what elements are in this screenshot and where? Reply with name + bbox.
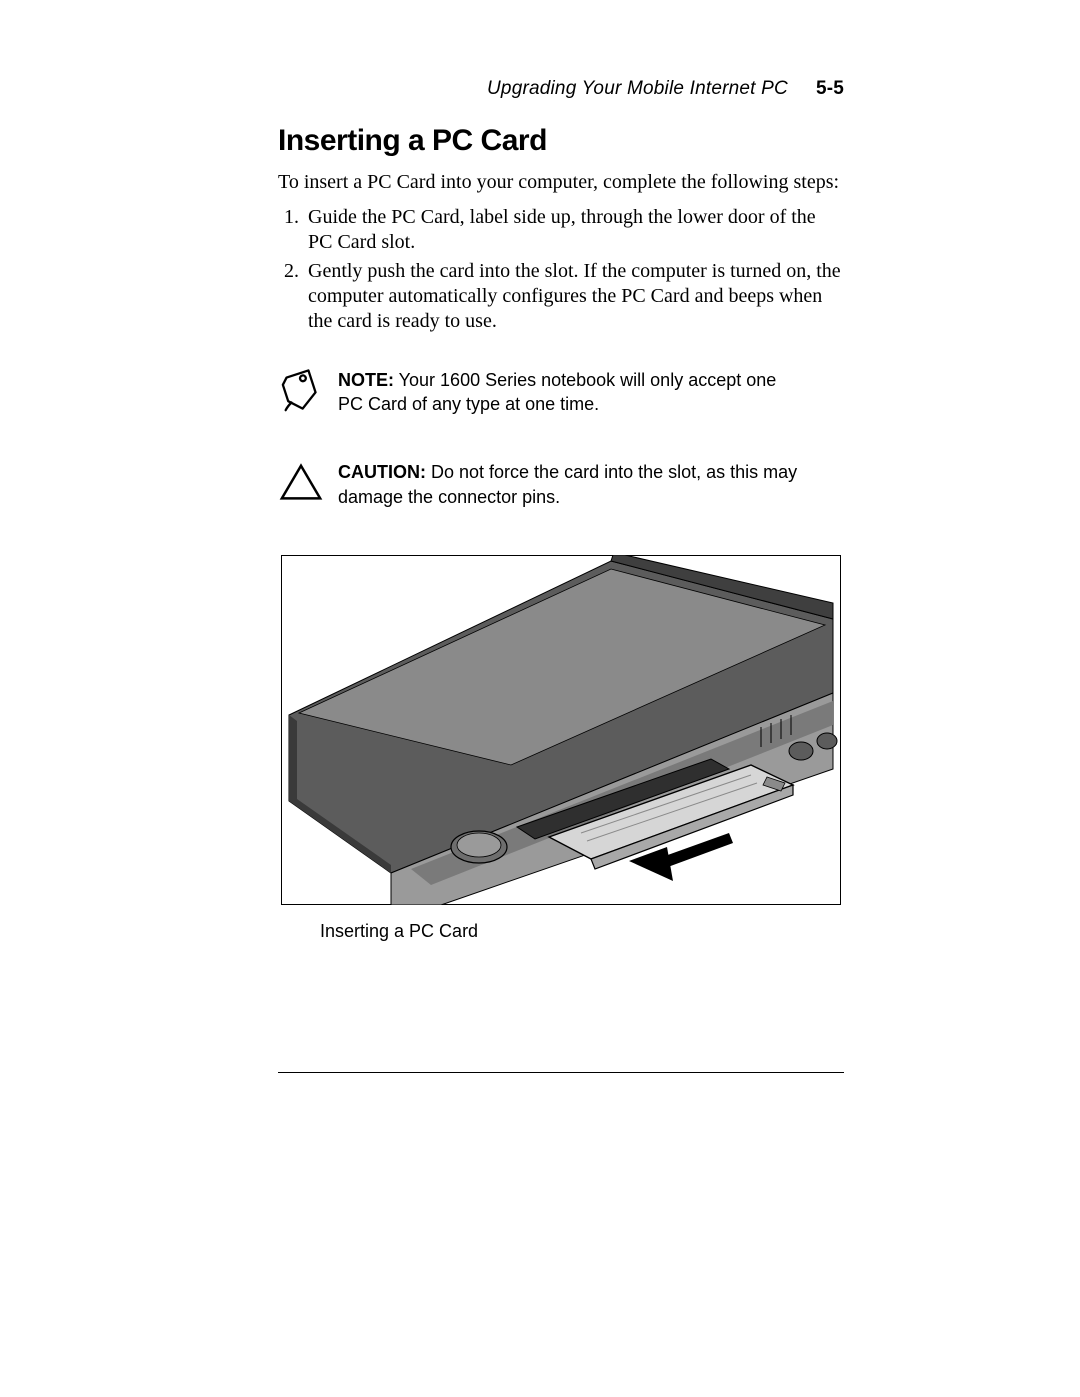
- content-area: Inserting a PC Card To insert a PC Card …: [0, 100, 1080, 942]
- header-title: Upgrading Your Mobile Internet PC: [487, 78, 788, 100]
- figure: Inserting a PC Card: [278, 555, 844, 942]
- figure-caption: Inserting a PC Card: [278, 921, 844, 942]
- figure-illustration: [281, 555, 841, 905]
- caution-callout: CAUTION: Do not force the card into the …: [278, 460, 844, 512]
- footer-rule: [278, 1072, 844, 1073]
- running-header: Upgrading Your Mobile Internet PC 5-5: [0, 78, 1080, 100]
- caution-triangle-icon: [278, 460, 334, 512]
- step-item: Guide the PC Card, label side up, throug…: [304, 205, 844, 255]
- note-tag-icon: [278, 368, 334, 420]
- page: Upgrading Your Mobile Internet PC 5-5 In…: [0, 0, 1080, 1397]
- note-label: NOTE:: [338, 370, 394, 390]
- note-body: Your 1600 Series notebook will only acce…: [338, 370, 776, 414]
- section-title: Inserting a PC Card: [278, 124, 844, 158]
- steps-list: Guide the PC Card, label side up, throug…: [278, 205, 844, 334]
- caution-label: CAUTION:: [338, 462, 426, 482]
- caution-text: CAUTION: Do not force the card into the …: [338, 460, 844, 509]
- note-text: NOTE: Your 1600 Series notebook will onl…: [338, 368, 844, 417]
- step-item: Gently push the card into the slot. If t…: [304, 259, 844, 334]
- header-page-number: 5-5: [816, 78, 844, 100]
- note-callout: NOTE: Your 1600 Series notebook will onl…: [278, 368, 844, 420]
- intro-paragraph: To insert a PC Card into your computer, …: [278, 170, 844, 195]
